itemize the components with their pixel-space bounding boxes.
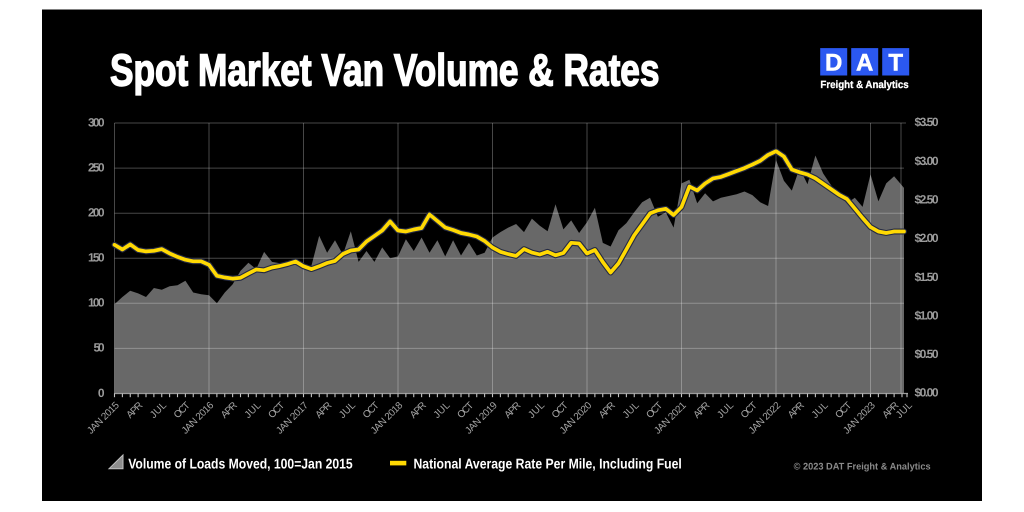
svg-text:$1.50: $1.50 <box>915 270 939 284</box>
svg-text:200: 200 <box>88 206 105 220</box>
svg-text:100: 100 <box>88 296 105 310</box>
svg-text:Spot Market Van Volume & Rates: Spot Market Van Volume & Rates <box>110 44 660 95</box>
svg-text:$1.00: $1.00 <box>915 308 939 322</box>
svg-text:T: T <box>888 49 903 76</box>
svg-text:$3.50: $3.50 <box>915 115 939 129</box>
svg-text:$3.00: $3.00 <box>915 154 939 168</box>
svg-text:Volume of Loads Moved, 100=Jan: Volume of Loads Moved, 100=Jan 2015 <box>128 456 353 472</box>
svg-text:$2.50: $2.50 <box>915 193 939 207</box>
svg-text:300: 300 <box>88 115 105 129</box>
svg-text:D: D <box>825 49 842 76</box>
svg-text:$0.50: $0.50 <box>915 347 939 361</box>
svg-text:Freight & Analytics: Freight & Analytics <box>820 79 908 91</box>
svg-text:50: 50 <box>94 341 105 355</box>
svg-text:150: 150 <box>88 251 105 265</box>
svg-text:0: 0 <box>98 386 105 400</box>
svg-text:National Average Rate Per Mile: National Average Rate Per Mile, Includin… <box>414 456 682 472</box>
svg-text:© 2023 DAT Freight & Analytics: © 2023 DAT Freight & Analytics <box>794 461 931 472</box>
svg-text:$2.00: $2.00 <box>915 231 939 245</box>
svg-text:A: A <box>856 49 873 76</box>
svg-text:250: 250 <box>88 160 105 174</box>
svg-text:$0.00: $0.00 <box>915 386 939 400</box>
